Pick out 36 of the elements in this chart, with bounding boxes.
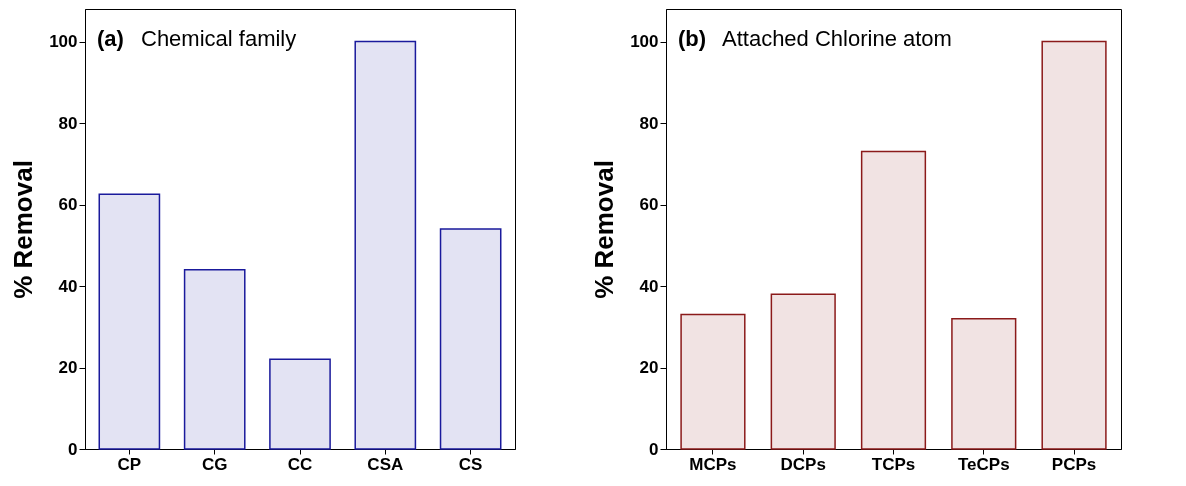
x-tick-label: MCPs	[689, 454, 737, 474]
x-tick-label: CC	[287, 454, 313, 474]
x-tick-label: CS	[458, 454, 483, 474]
x-tick-label: TCPs	[871, 454, 916, 474]
bar	[860, 150, 927, 450]
y-tick-label: 60	[58, 195, 78, 215]
annotation: (b) Attached Chlorine atom	[678, 26, 952, 51]
x-tick-label: DCPs	[780, 454, 826, 474]
y-tick-label: 80	[58, 113, 78, 133]
y-tick-label: 0	[68, 439, 78, 459]
y-tick-label: 100	[630, 32, 659, 52]
bar	[439, 228, 502, 450]
bar	[354, 40, 417, 450]
x-tick-label: CG	[201, 454, 228, 474]
y-axis-title: % Removal	[8, 160, 39, 299]
bar	[951, 317, 1017, 450]
y-tick-label: 60	[639, 195, 659, 215]
y-tick-label: 100	[49, 32, 78, 52]
y-tick-label: 80	[639, 113, 659, 133]
x-tick-label: CP	[117, 454, 142, 474]
bar	[770, 293, 836, 450]
annotation: (a) Chemical family	[97, 26, 297, 51]
y-tick-label: 0	[649, 439, 659, 459]
x-tick-label: CSA	[367, 454, 404, 474]
y-axis-title: % Removal	[589, 160, 620, 299]
x-tick-label: PCPs	[1051, 454, 1097, 474]
x-tick-label: TeCPs	[957, 454, 1010, 474]
bar	[269, 358, 331, 450]
y-tick-label: 40	[58, 276, 78, 296]
bar	[183, 268, 246, 450]
y-tick-label: 40	[639, 276, 659, 296]
bar	[680, 313, 746, 450]
y-tick-label: 20	[58, 358, 78, 378]
bar	[98, 193, 161, 450]
y-tick-label: 20	[639, 358, 659, 378]
bar	[1041, 40, 1107, 450]
